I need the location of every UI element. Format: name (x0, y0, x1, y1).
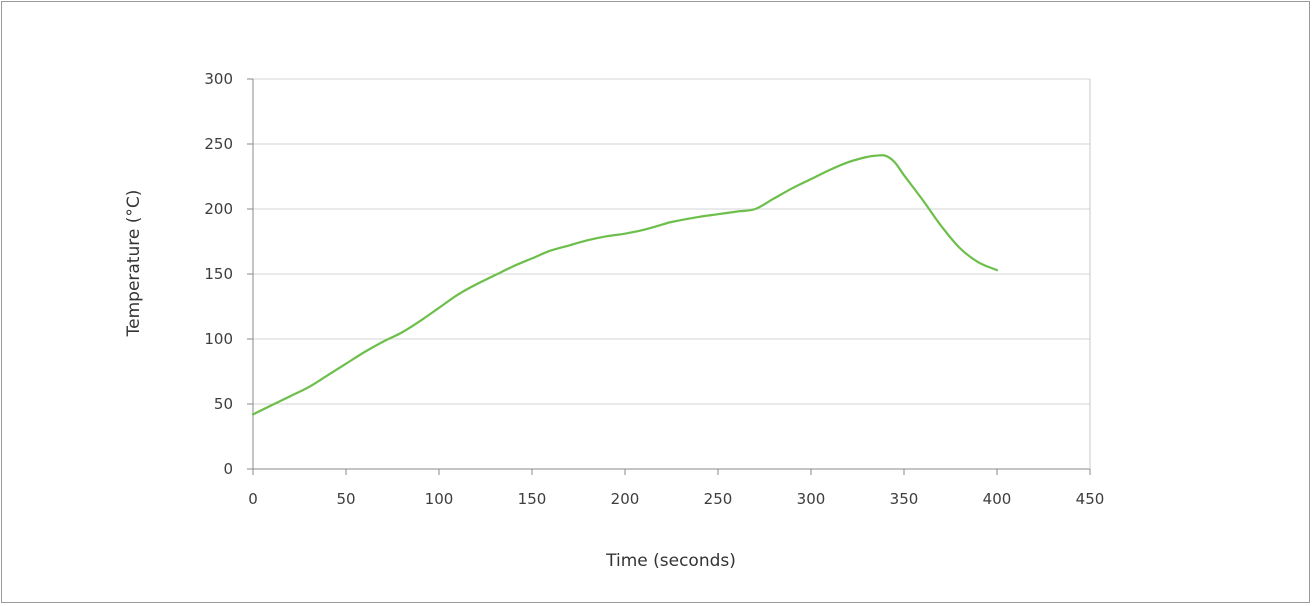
y-axis-ticks: 0 50 100 150 200 250 300 (204, 70, 253, 478)
x-tick-label: 0 (248, 490, 258, 508)
x-tick-label: 50 (336, 490, 355, 508)
gridlines (253, 78, 1090, 405)
x-tick-label: 200 (611, 490, 640, 508)
y-axis-title: Temperature (°C) (124, 190, 144, 338)
x-axis-title: Time (seconds) (605, 551, 736, 571)
y-tick-label: 300 (204, 70, 233, 88)
x-tick-label: 100 (425, 490, 454, 508)
series-line-0 (251, 154, 999, 416)
x-tick-label: 300 (797, 490, 826, 508)
series-lines (251, 154, 999, 416)
x-tick-label: 250 (704, 490, 733, 508)
y-tick-label: 50 (214, 395, 233, 413)
y-tick-label: 0 (223, 460, 233, 478)
x-tick-label: 450 (1076, 490, 1105, 508)
x-tick-label: 150 (518, 490, 547, 508)
y-tick-label: 100 (204, 330, 233, 348)
y-tick-label: 150 (204, 265, 233, 283)
x-tick-label: 400 (983, 490, 1012, 508)
x-axis-ticks: 0 50 100 150 200 250 300 350 400 450 (248, 469, 1104, 508)
x-tick-label: 350 (890, 490, 919, 508)
y-tick-label: 250 (204, 135, 233, 153)
y-tick-label: 200 (204, 200, 233, 218)
